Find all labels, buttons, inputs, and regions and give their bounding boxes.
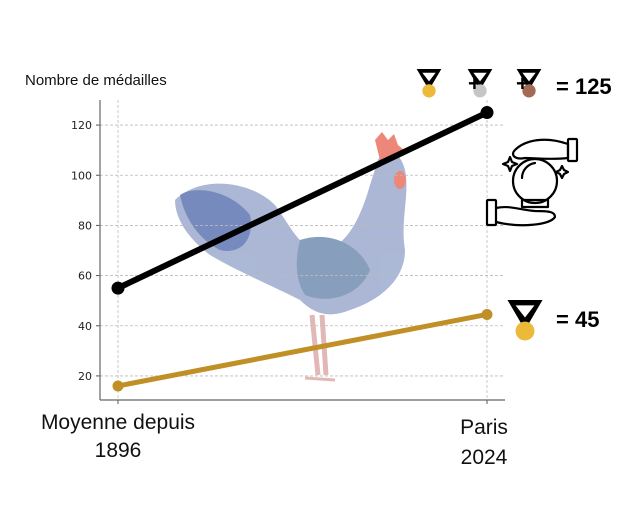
medal-ribbon-icon xyxy=(467,69,493,86)
data-point-gold xyxy=(112,380,124,392)
total-label: = 125 xyxy=(556,74,612,99)
x-tick-label-0-line1: Moyenne depuis xyxy=(41,411,195,434)
x-tick-label-1-line2: 2024 xyxy=(461,446,508,469)
y-axis-label: Nombre de médailles xyxy=(25,72,167,89)
medal-disc-icon xyxy=(422,84,436,98)
plus-sign: + xyxy=(468,71,481,96)
y-tick-label: 60 xyxy=(78,270,92,283)
medal-disc-icon xyxy=(515,321,535,341)
x-tick-label-1-line1: Paris xyxy=(460,416,508,439)
silver-medal-icon xyxy=(467,69,493,98)
medal-disc-icon xyxy=(522,84,536,98)
medal-ribbon-icon xyxy=(416,69,442,86)
medal-disc-icon xyxy=(473,84,487,98)
medal-ribbon-icon xyxy=(516,69,542,86)
x-tick-label-0-line2: 1896 xyxy=(95,439,142,462)
gold-medal-icon xyxy=(416,69,442,98)
y-tick-label: 100 xyxy=(71,169,92,182)
crystal-ball-hands-icon xyxy=(485,137,579,227)
bronze-medal-icon xyxy=(516,69,542,98)
data-point-total xyxy=(111,281,125,295)
data-point-total xyxy=(480,106,494,120)
y-tick-label: 120 xyxy=(71,119,92,132)
y-tick-label: 40 xyxy=(78,320,92,333)
y-tick-label: 20 xyxy=(78,370,92,383)
medal-ribbon-icon xyxy=(507,300,543,323)
series-line-gold xyxy=(117,312,488,389)
data-point-gold xyxy=(481,308,493,320)
gold-label: = 45 xyxy=(556,307,599,332)
gold-medal-icon xyxy=(507,300,543,341)
plus-sign: + xyxy=(516,71,529,96)
gold-medals-annotation: = 45 xyxy=(507,300,599,341)
series-line-total xyxy=(116,109,489,291)
total-medals-annotation: + + = 125 xyxy=(416,69,612,99)
y-tick-label: 80 xyxy=(78,219,92,232)
